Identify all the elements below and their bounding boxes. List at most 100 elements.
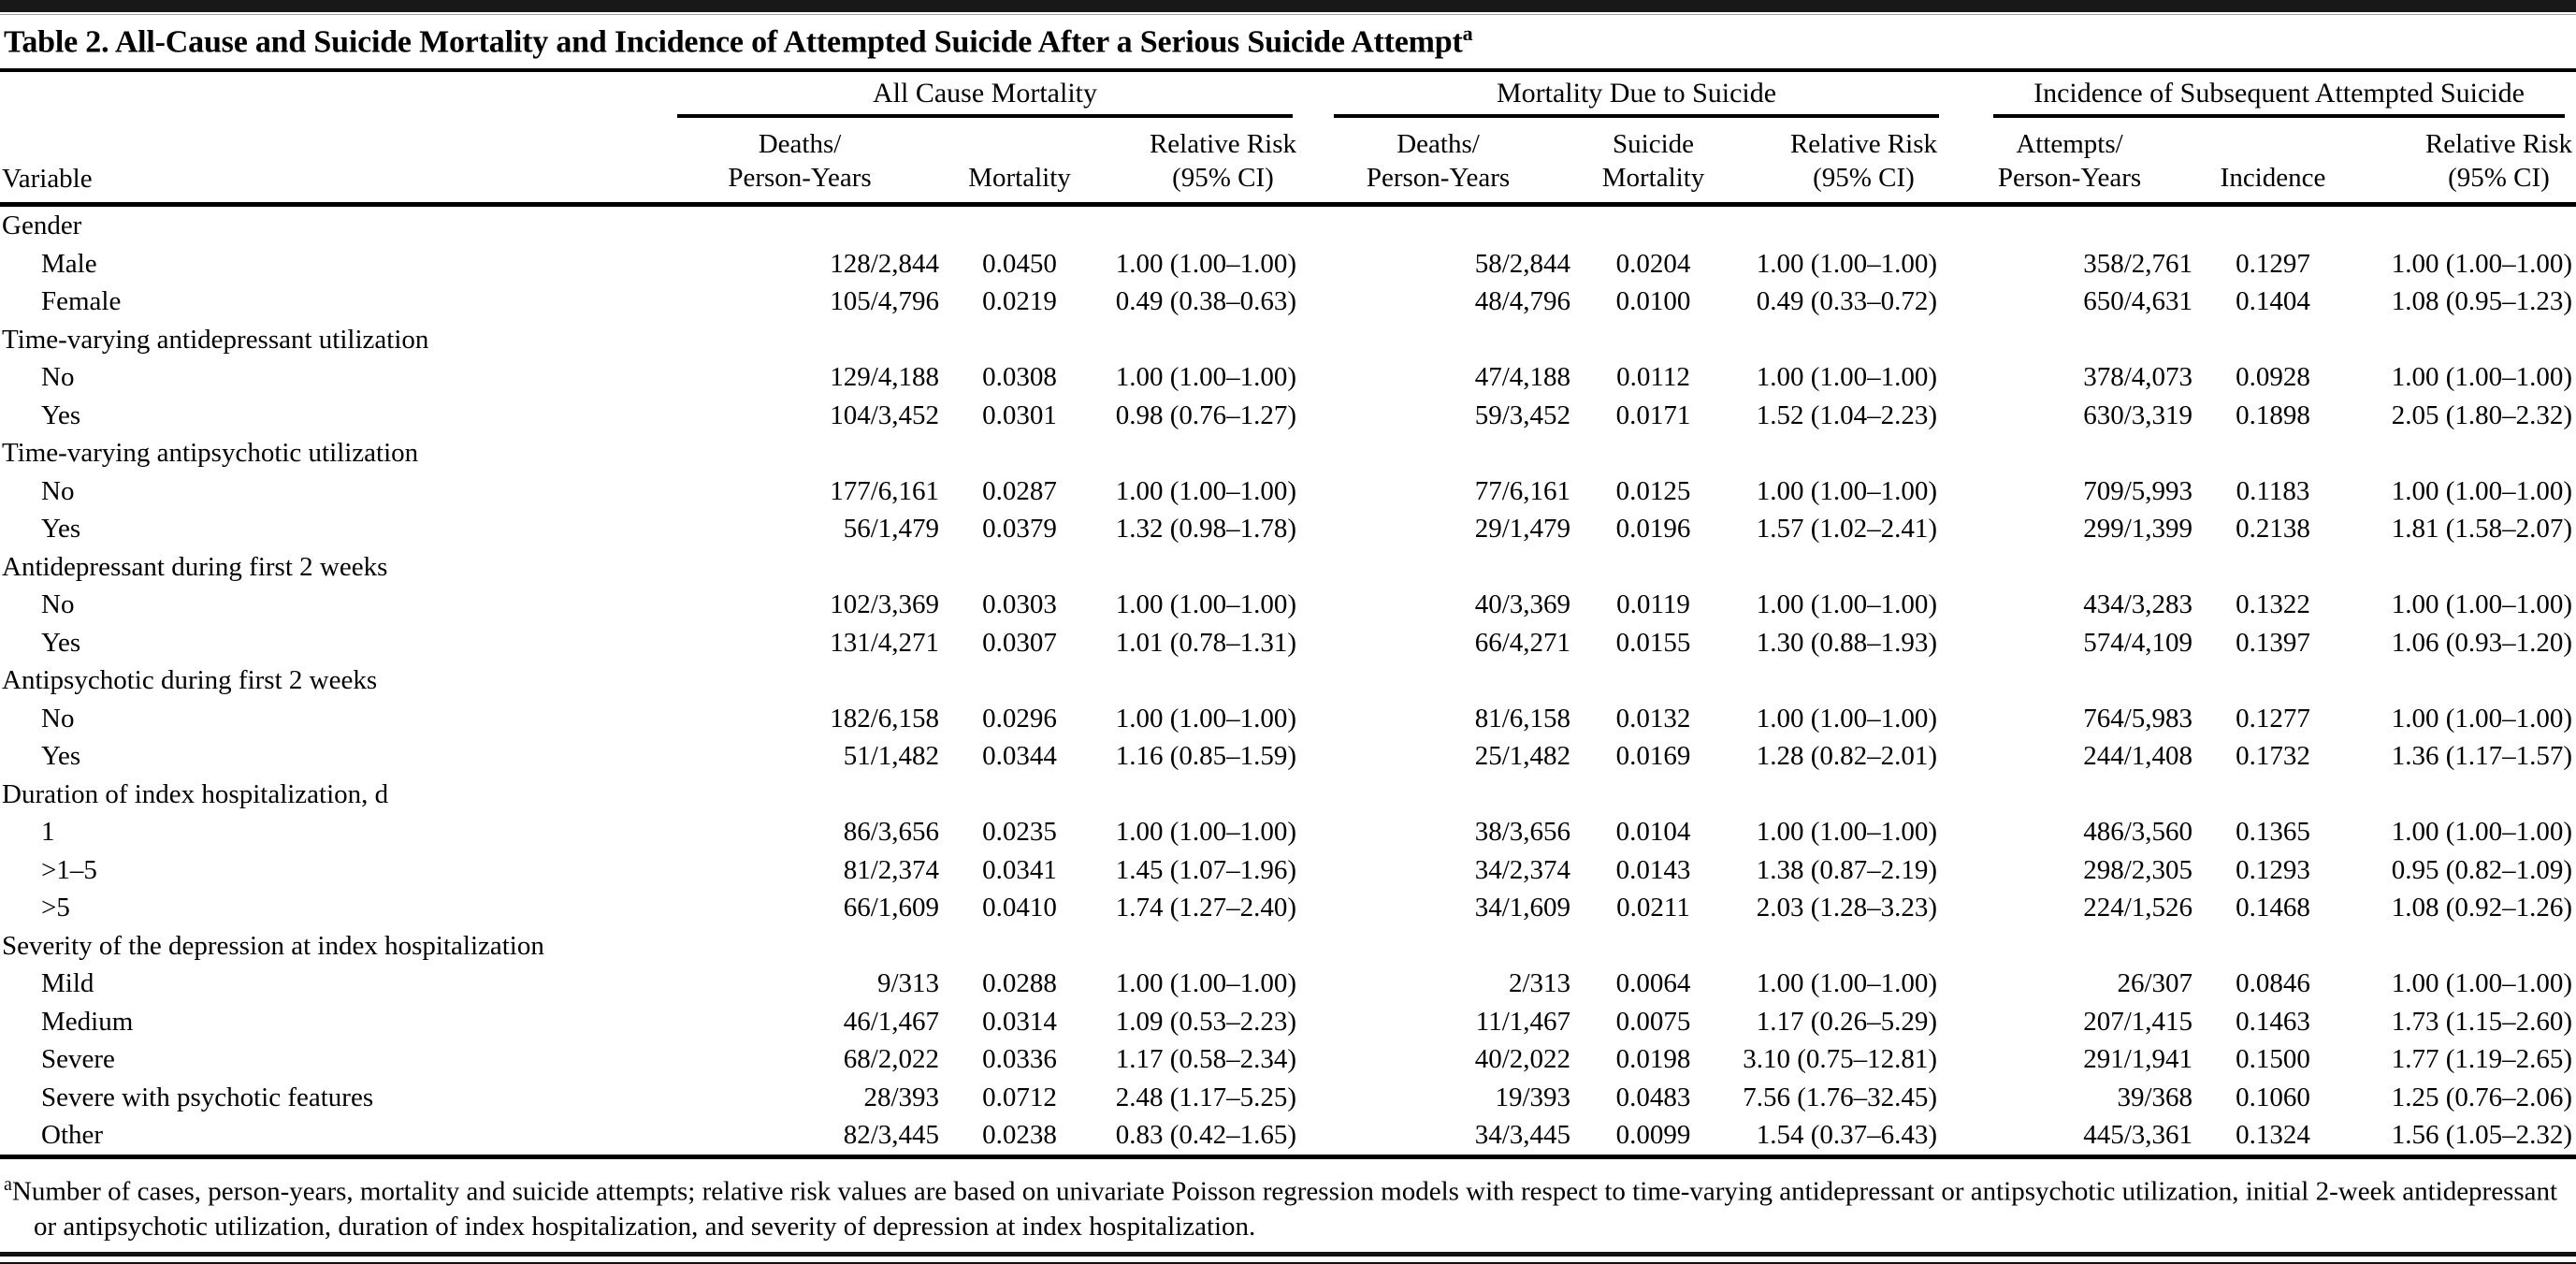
table-cell: 0.0303 bbox=[982, 589, 1057, 620]
table-row: >1–5 81/2,374 0.0341 1.45 (1.07–1.96) 34/2,3… bbox=[0, 851, 2576, 890]
section-label: Gender bbox=[2, 211, 82, 241]
table-cell: 34/2,374 bbox=[1474, 854, 1571, 885]
table-cell: 1.32 (0.98–1.78) bbox=[1115, 514, 1297, 545]
table-cell: 0.1365 bbox=[2236, 817, 2310, 848]
row-label: 1 bbox=[41, 817, 55, 848]
table-cell: 1.54 (0.37–6.43) bbox=[1756, 1120, 1938, 1151]
table-cell: 0.0341 bbox=[982, 854, 1057, 885]
row-label: No bbox=[41, 475, 75, 506]
table-row: Other 82/3,445 0.0238 0.83 (0.42–1.65) 34/3,… bbox=[0, 1116, 2576, 1155]
group-label: Incidence of Subsequent Attempted Suicid… bbox=[1993, 78, 2566, 119]
table-cell: 1.00 (1.00–1.00) bbox=[1756, 968, 1938, 999]
table-cell: 1.57 (1.02–2.41) bbox=[1756, 514, 1938, 545]
table-cell: 1.09 (0.53–2.23) bbox=[1115, 1006, 1297, 1037]
col-header-attempts-person-years: Attempts/Person-Years bbox=[1941, 118, 2199, 208]
table-cell: 0.1732 bbox=[2236, 741, 2310, 772]
row-label: Other bbox=[41, 1120, 104, 1151]
table-cell: 1.00 (1.00–1.00) bbox=[1115, 248, 1297, 279]
table-cell: 1.00 (1.00–1.00) bbox=[1115, 589, 1297, 620]
table-cell: 378/4,073 bbox=[2083, 362, 2193, 393]
row-label: >1–5 bbox=[41, 854, 97, 885]
table-cell: 0.0075 bbox=[1615, 1006, 1691, 1037]
table-cell: 58/2,844 bbox=[1474, 248, 1571, 279]
table-cell: 2.48 (1.17–5.25) bbox=[1115, 1082, 1297, 1112]
table-cell: 1.25 (0.76–2.06) bbox=[2391, 1082, 2573, 1112]
group-label: Mortality Due to Suicide bbox=[1334, 78, 1940, 119]
table-title-text: Table 2. All-Cause and Suicide Mortality… bbox=[4, 24, 1463, 60]
table-cell: 0.0308 bbox=[982, 362, 1057, 393]
table-cell: 131/4,271 bbox=[830, 627, 939, 658]
table-cell: 1.16 (0.85–1.59) bbox=[1115, 741, 1297, 772]
table-cell: 0.0336 bbox=[982, 1044, 1057, 1075]
section-header-row: Severity of the depression at index hosp… bbox=[0, 927, 2576, 966]
table-cell: 764/5,983 bbox=[2083, 703, 2193, 734]
table-cell: 0.1463 bbox=[2236, 1006, 2310, 1037]
table-cell: 1.00 (1.00–1.00) bbox=[1756, 362, 1938, 393]
table-cell: 40/2,022 bbox=[1474, 1044, 1571, 1075]
table-cell: 1.00 (1.00–1.00) bbox=[1756, 475, 1938, 506]
table-cell: 0.1404 bbox=[2236, 286, 2310, 317]
table-cell: 0.1500 bbox=[2236, 1044, 2310, 1075]
table-cell: 0.0450 bbox=[982, 248, 1057, 279]
table-cell: 0.0132 bbox=[1615, 703, 1691, 734]
table-row: No 182/6,158 0.0296 1.00 (1.00–1.00) 81/6,15… bbox=[0, 700, 2576, 738]
table-cell: 0.0287 bbox=[982, 475, 1057, 506]
table-title: Table 2. All-Cause and Suicide Mortality… bbox=[0, 15, 2576, 73]
table-row: Mild 9/313 0.0288 1.00 (1.00–1.00) 2/313 0.00… bbox=[0, 965, 2576, 1003]
table-cell: 104/3,452 bbox=[830, 400, 939, 430]
table-cell: 1.00 (1.00–1.00) bbox=[2391, 589, 2573, 620]
table-cell: 81/6,158 bbox=[1474, 703, 1571, 734]
table-cell: 26/307 bbox=[2117, 968, 2193, 999]
table-cell: 0.0100 bbox=[1615, 286, 1691, 317]
table-header: Variable All Cause Mortality Mortality D… bbox=[0, 72, 2576, 208]
table-cell: 182/6,158 bbox=[830, 703, 939, 734]
table-cell: 1.00 (1.00–1.00) bbox=[1115, 703, 1297, 734]
section-label: Duration of index hospitalization, d bbox=[2, 778, 389, 809]
table-cell: 1.00 (1.00–1.00) bbox=[1756, 589, 1938, 620]
section-label: Time-varying antipsychotic utilization bbox=[2, 438, 419, 469]
table-cell: 1.45 (1.07–1.96) bbox=[1115, 854, 1297, 885]
row-label: Severe bbox=[41, 1044, 115, 1075]
table-cell: 68/2,022 bbox=[843, 1044, 939, 1075]
table-cell: 291/1,941 bbox=[2083, 1044, 2193, 1075]
table-row: No 102/3,369 0.0303 1.00 (1.00–1.00) 40/3,36… bbox=[0, 586, 2576, 624]
table-cell: 650/4,631 bbox=[2083, 286, 2193, 317]
table-row: Medium 46/1,467 0.0314 1.09 (0.53–2.23) 11/1… bbox=[0, 1003, 2576, 1041]
variable-column-header: Variable bbox=[0, 72, 655, 208]
table-cell: 1.36 (1.17–1.57) bbox=[2391, 741, 2573, 772]
table-cell: 0.1898 bbox=[2236, 400, 2310, 430]
table-row: No 177/6,161 0.0287 1.00 (1.00–1.00) 77/6,16… bbox=[0, 472, 2576, 511]
table-cell: 1.00 (1.00–1.00) bbox=[1115, 817, 1297, 848]
table-cell: 0.1324 bbox=[2236, 1120, 2310, 1151]
table-cell: 434/3,283 bbox=[2083, 589, 2193, 620]
table-cell: 56/1,479 bbox=[843, 514, 939, 545]
table-cell: 2.05 (1.80–2.32) bbox=[2391, 400, 2573, 430]
table-cell: 298/2,305 bbox=[2083, 854, 2193, 885]
table-cell: 0.0307 bbox=[982, 627, 1057, 658]
table-cell: 0.0296 bbox=[982, 703, 1057, 734]
table-cell: 0.0104 bbox=[1615, 817, 1691, 848]
table-cell: 1.00 (1.00–1.00) bbox=[2391, 703, 2573, 734]
table-cell: 86/3,656 bbox=[843, 817, 939, 848]
table-cell: 0.0125 bbox=[1615, 475, 1691, 506]
table-cell: 0.1293 bbox=[2236, 854, 2310, 885]
section-header-row: Duration of index hospitalization, d bbox=[0, 776, 2576, 814]
table-cell: 244/1,408 bbox=[2083, 741, 2193, 772]
table-row: Yes 56/1,479 0.0379 1.32 (0.98–1.78) 29/1,47… bbox=[0, 510, 2576, 548]
table-row: Yes 104/3,452 0.0301 0.98 (0.76–1.27) 59/3,4… bbox=[0, 397, 2576, 435]
table-cell: 1.00 (1.00–1.00) bbox=[1756, 817, 1938, 848]
section-label: Antidepressant during first 2 weeks bbox=[2, 551, 388, 582]
table-cell: 9/313 bbox=[876, 968, 939, 999]
row-label: Female bbox=[41, 286, 122, 317]
table-row: Yes 51/1,482 0.0344 1.16 (0.85–1.59) 25/1,48… bbox=[0, 737, 2576, 776]
table-cell: 445/3,361 bbox=[2083, 1120, 2193, 1151]
table-cell: 0.2138 bbox=[2236, 514, 2310, 545]
group-header-incidence-attempted-suicide: Incidence of Subsequent Attempted Suicid… bbox=[1941, 72, 2576, 119]
table-cell: 29/1,479 bbox=[1474, 514, 1571, 545]
table-cell: 630/3,319 bbox=[2083, 400, 2193, 430]
table-cell: 358/2,761 bbox=[2083, 248, 2193, 279]
table-cell: 0.0410 bbox=[982, 893, 1057, 923]
table-cell: 0.0198 bbox=[1615, 1044, 1691, 1075]
table-cell: 1.81 (1.58–2.07) bbox=[2391, 514, 2573, 545]
table-cell: 1.73 (1.15–2.60) bbox=[2391, 1006, 2573, 1037]
